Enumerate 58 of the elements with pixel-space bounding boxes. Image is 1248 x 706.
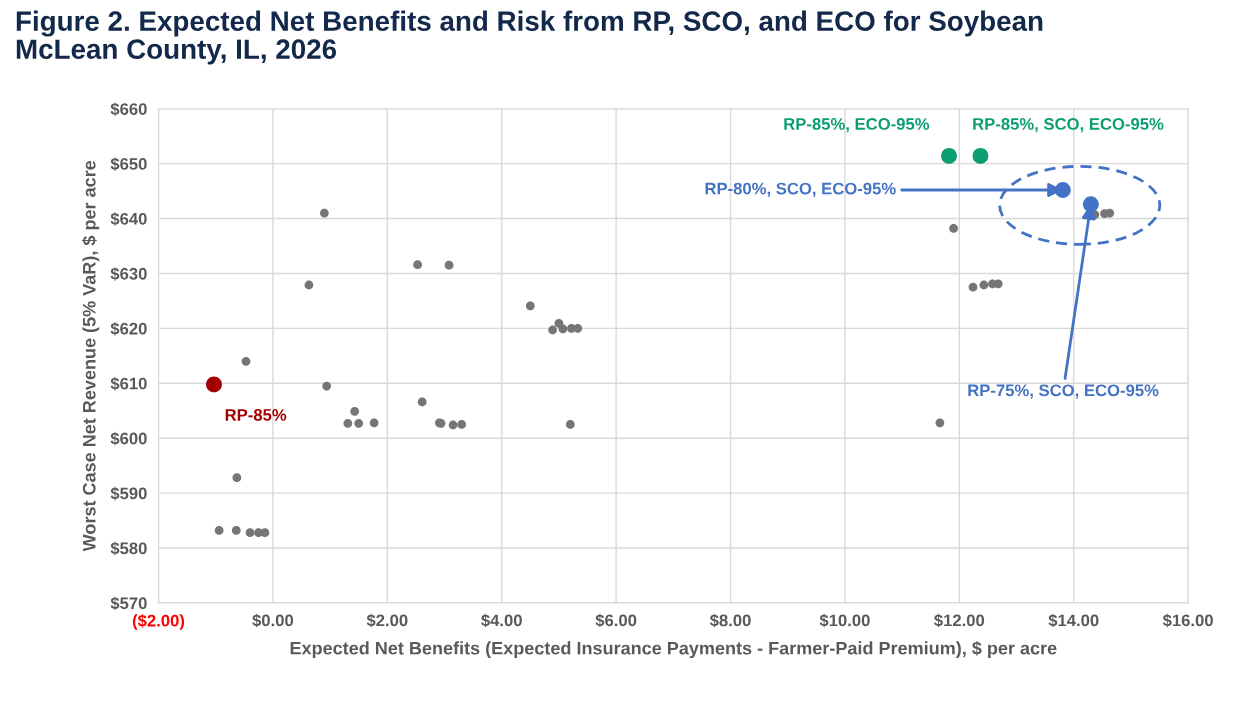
y-tick-label: $590 (110, 486, 147, 501)
annotation: RP-85% (225, 408, 287, 421)
point (241, 356, 251, 366)
annotation: RP-85%, ECO-95% (784, 118, 930, 133)
x-tick-label: $4.00 (481, 613, 522, 628)
x-tick-label: $14.00 (1048, 613, 1099, 628)
y-tick-label: $580 (110, 541, 147, 556)
point (206, 376, 222, 393)
y-tick-label: $610 (110, 376, 147, 391)
point (369, 418, 379, 428)
point (949, 224, 958, 233)
point (565, 420, 575, 429)
annotation: RP-80%, SCO, ECO-95% (705, 182, 896, 197)
point (350, 406, 360, 416)
point (573, 323, 583, 333)
point (343, 418, 353, 428)
point (979, 280, 989, 290)
point (448, 420, 458, 430)
point (354, 418, 364, 428)
point (319, 208, 329, 218)
y-tick-label: $600 (110, 431, 147, 446)
point (941, 148, 957, 164)
x-tick-label: $6.00 (595, 613, 637, 628)
x-tick-label: $16.00 (1162, 613, 1213, 628)
point (232, 473, 242, 483)
y-tick-label: $660 (110, 102, 147, 116)
point (558, 324, 568, 334)
x-tick-label: ($2.00) (132, 614, 185, 630)
point (413, 260, 422, 270)
x-tick-label: $10.00 (819, 613, 870, 628)
annotation: RP-85%, SCO, ECO-95% (973, 118, 1164, 133)
point (322, 381, 332, 391)
point (260, 528, 270, 538)
point (972, 148, 989, 164)
point (548, 325, 557, 335)
point (968, 282, 978, 292)
x-tick-label: $8.00 (709, 613, 751, 628)
x-tick-label: $12.00 (934, 613, 985, 628)
point (245, 528, 255, 538)
y-tick-label: $640 (110, 212, 147, 226)
x-tick-label: $2.00 (366, 613, 408, 628)
point (444, 260, 454, 270)
x-axis-title: Expected Net Benefits (Expected Insurance Payments - Farmer-Paid Premium), $ per acre (290, 640, 1057, 659)
point (525, 301, 535, 311)
point (457, 420, 467, 429)
chart-title: Figure 2. Expected Net Benefits and Risk from RP, SCO, and ECO for Soybean McLean County, IL, 2026 (16, 10, 1043, 65)
y-tick-label: $650 (110, 157, 147, 171)
point (231, 526, 241, 535)
annotation: RP-75%, SCO, ECO-95% (968, 384, 1159, 399)
point (935, 418, 945, 428)
point (304, 280, 314, 290)
point (417, 397, 427, 407)
x-tick-label: $0.00 (252, 613, 294, 628)
point (214, 526, 224, 535)
y-tick-label: $570 (110, 596, 147, 611)
y-tick-label: $620 (110, 322, 147, 336)
y-tick-label: $630 (110, 267, 147, 281)
y-axis-title: Worst Case Net Revenue (5% VaR), $ per acre (82, 160, 100, 552)
